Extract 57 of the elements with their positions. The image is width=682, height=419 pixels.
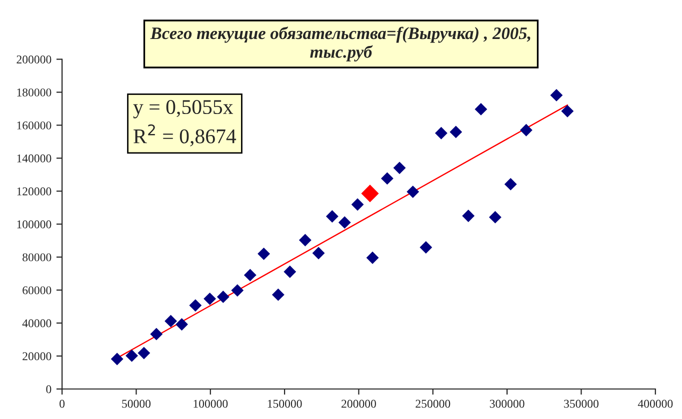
point <box>176 318 188 331</box>
annotation: y = 0,5055x <box>133 100 234 118</box>
point <box>189 299 202 312</box>
point <box>462 210 475 222</box>
y-tick-label: 60000 <box>22 286 52 294</box>
point <box>298 234 312 246</box>
chart-title: Всего текущие обязательства=f(Выручка) , 2005, тыс.руб <box>150 26 530 62</box>
y-tick-label: 20000 <box>22 352 52 360</box>
y-tick-label: 200000 <box>16 55 52 64</box>
y-tick-label: 120000 <box>17 187 52 196</box>
point <box>258 248 270 260</box>
point <box>231 284 244 297</box>
y-tick-label: 100000 <box>17 220 52 228</box>
x-tick-label: 350000 <box>564 400 598 408</box>
point <box>126 349 138 362</box>
point <box>351 198 364 211</box>
point <box>312 246 325 260</box>
y-tick-label: 160000 <box>17 121 52 130</box>
point <box>366 252 379 264</box>
x-tick-label: 200000 <box>342 400 376 408</box>
point <box>474 102 488 116</box>
point <box>450 126 462 138</box>
x-tick-label: 250000 <box>416 400 450 408</box>
point <box>338 216 351 229</box>
y-tick-label: 140000 <box>17 154 52 162</box>
point <box>216 290 230 304</box>
point <box>272 288 284 301</box>
y-tick-label: 180000 <box>17 88 52 96</box>
y-tick-label: 0 <box>46 385 52 394</box>
point <box>434 126 448 140</box>
annotation: R$^{2}$ = 0,8674 <box>134 124 236 146</box>
point <box>420 241 432 254</box>
x-tick-label: 300000 <box>490 400 524 408</box>
point <box>204 292 216 306</box>
point <box>284 266 296 278</box>
point <box>326 210 338 223</box>
point <box>406 186 420 198</box>
point <box>110 352 124 366</box>
point <box>488 210 502 224</box>
y-tick-label: 80000 <box>22 253 52 262</box>
point <box>361 184 379 202</box>
point <box>381 172 394 185</box>
point <box>244 268 256 282</box>
point <box>150 328 163 340</box>
point <box>504 178 517 190</box>
point <box>561 104 574 118</box>
point <box>393 162 406 174</box>
y-tick-label: 40000 <box>22 319 52 328</box>
point <box>520 124 532 136</box>
x-tick-label: 150000 <box>268 400 302 408</box>
x-tick-label: 100000 <box>194 400 228 408</box>
point <box>550 88 563 102</box>
x-tick-label: 400000 <box>638 400 673 408</box>
x-tick-label: 0 <box>60 400 65 408</box>
point <box>164 314 178 328</box>
point <box>138 346 150 360</box>
x-tick-label: 50000 <box>122 400 151 408</box>
